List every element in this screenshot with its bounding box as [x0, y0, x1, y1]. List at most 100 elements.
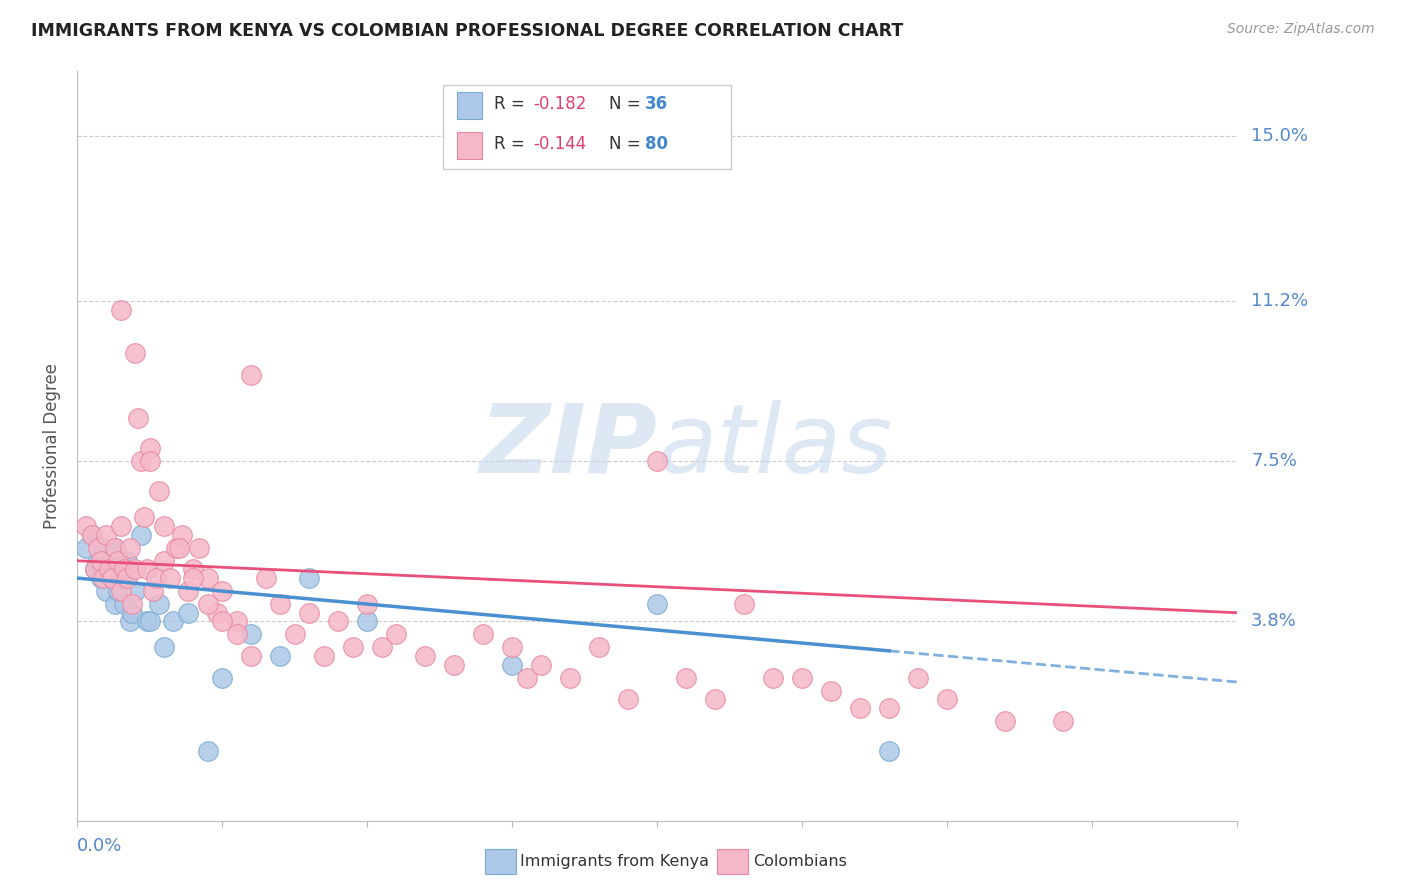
Point — [356, 597, 378, 611]
Text: IMMIGRANTS FROM KENYA VS COLOMBIAN PROFESSIONAL DEGREE CORRELATION CHART: IMMIGRANTS FROM KENYA VS COLOMBIAN PROFE… — [31, 22, 903, 40]
Point — [110, 519, 132, 533]
Point — [240, 648, 263, 663]
Point — [356, 615, 378, 629]
Text: 7.5%: 7.5% — [1251, 452, 1298, 470]
Point — [90, 571, 111, 585]
Text: atlas: atlas — [658, 400, 893, 492]
Point — [162, 615, 184, 629]
Point — [385, 627, 408, 641]
Text: 11.2%: 11.2% — [1251, 292, 1309, 310]
Point — [269, 597, 291, 611]
Point — [83, 562, 105, 576]
Point — [75, 541, 97, 555]
Point — [110, 584, 132, 599]
Point — [560, 671, 582, 685]
Point — [118, 541, 141, 555]
Point — [176, 584, 198, 599]
Point — [1052, 714, 1074, 728]
Point — [211, 671, 233, 685]
Point — [121, 597, 143, 611]
Point — [176, 606, 198, 620]
Point — [124, 584, 146, 599]
Point — [170, 528, 193, 542]
Point — [153, 519, 176, 533]
Point — [83, 562, 105, 576]
Point — [104, 541, 127, 555]
Text: 0.0%: 0.0% — [77, 837, 122, 855]
Text: 80: 80 — [645, 135, 668, 153]
Point — [153, 554, 176, 568]
Point — [139, 454, 162, 468]
Point — [240, 368, 263, 382]
Point — [136, 615, 159, 629]
Point — [647, 454, 669, 468]
Point — [93, 541, 115, 555]
Point — [472, 627, 495, 641]
Y-axis label: Professional Degree: Professional Degree — [44, 363, 62, 529]
Point — [225, 627, 247, 641]
Point — [617, 692, 640, 706]
Point — [501, 657, 523, 672]
Point — [75, 519, 97, 533]
Point — [104, 597, 127, 611]
Point — [86, 554, 108, 568]
Point — [792, 671, 814, 685]
Point — [145, 571, 167, 585]
Point — [112, 562, 135, 576]
Point — [328, 615, 350, 629]
Point — [101, 571, 124, 585]
Point — [96, 528, 118, 542]
Point — [165, 541, 187, 555]
Point — [298, 571, 321, 585]
Point — [269, 648, 291, 663]
Text: N =: N = — [609, 95, 645, 113]
Text: -0.182: -0.182 — [533, 95, 586, 113]
Point — [115, 571, 138, 585]
Point — [96, 554, 118, 568]
Point — [90, 554, 111, 568]
Text: 36: 36 — [645, 95, 668, 113]
Point — [167, 541, 190, 555]
Point — [501, 640, 523, 655]
Point — [820, 683, 842, 698]
Point — [704, 692, 727, 706]
Point — [371, 640, 394, 655]
Text: N =: N = — [609, 135, 645, 153]
Text: Colombians: Colombians — [754, 855, 848, 869]
Point — [183, 571, 205, 585]
Point — [877, 701, 901, 715]
Text: Source: ZipAtlas.com: Source: ZipAtlas.com — [1227, 22, 1375, 37]
Point — [188, 541, 211, 555]
Text: -0.144: -0.144 — [533, 135, 586, 153]
Point — [675, 671, 697, 685]
Point — [136, 562, 159, 576]
Text: 3.8%: 3.8% — [1251, 613, 1296, 631]
Point — [107, 554, 129, 568]
Point — [936, 692, 959, 706]
Text: Immigrants from Kenya: Immigrants from Kenya — [520, 855, 709, 869]
Point — [225, 615, 247, 629]
Point — [413, 648, 436, 663]
Point — [124, 562, 146, 576]
Point — [298, 606, 321, 620]
Point — [93, 571, 115, 585]
Point — [110, 571, 132, 585]
Point — [118, 615, 141, 629]
Point — [183, 562, 205, 576]
Point — [112, 597, 135, 611]
Point — [530, 657, 553, 672]
Point — [139, 441, 162, 455]
Point — [254, 571, 277, 585]
Text: ZIP: ZIP — [479, 400, 658, 492]
Point — [98, 562, 121, 576]
Point — [139, 615, 162, 629]
Point — [211, 584, 233, 599]
Point — [124, 346, 146, 360]
Point — [115, 554, 138, 568]
Point — [197, 597, 219, 611]
Text: 15.0%: 15.0% — [1251, 128, 1308, 145]
Point — [284, 627, 307, 641]
Point — [96, 584, 118, 599]
Point — [211, 615, 233, 629]
Point — [101, 571, 124, 585]
